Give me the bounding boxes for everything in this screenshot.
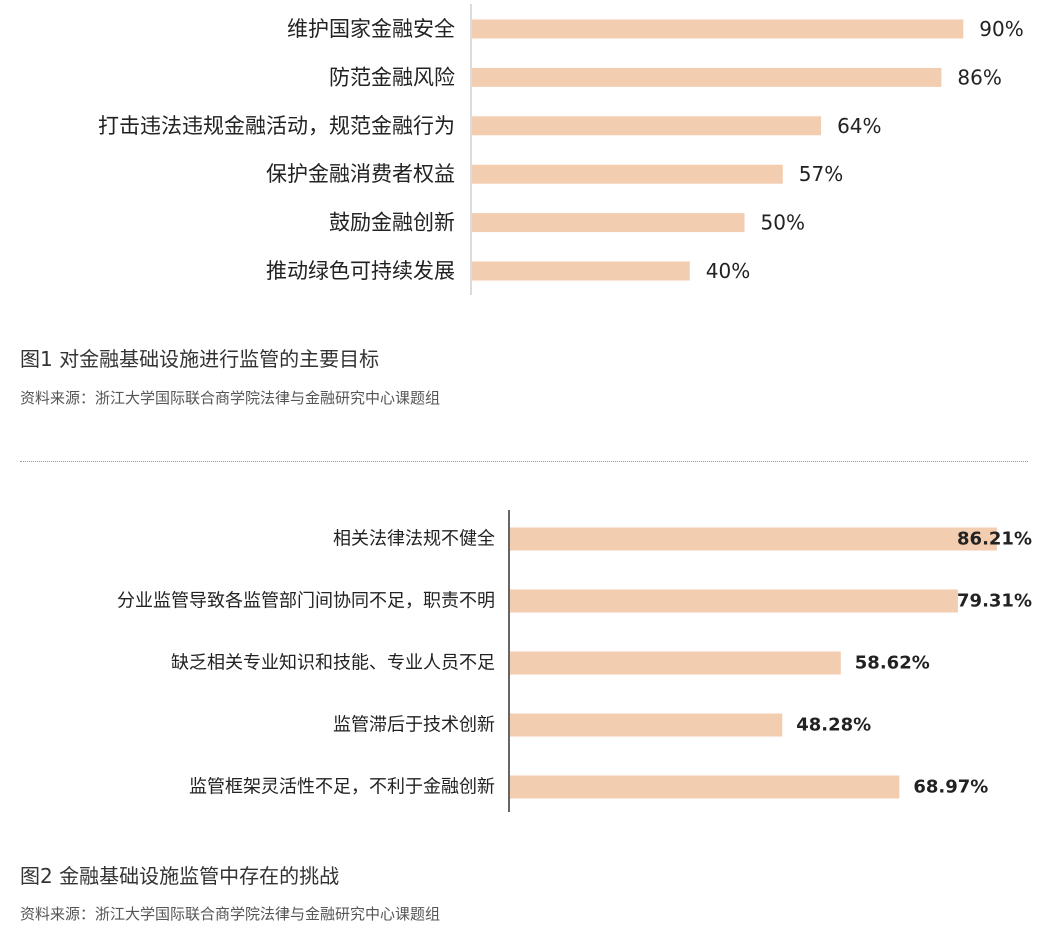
bar (510, 651, 841, 675)
category-label: 打击违法违规金融活动，规范金融行为 (98, 114, 455, 138)
chart-goals: 维护国家金融安全 90% 防范金融风险 86% 打击违法违规金融活动，规范金融行为 64%… (98, 4, 1024, 295)
category-label: 鼓励金融创新 (329, 211, 455, 235)
value-label: 90% (979, 17, 1023, 41)
category-label: 防范金融风险 (329, 65, 455, 89)
bar (472, 213, 745, 233)
bar (510, 589, 958, 613)
value-label: 64% (837, 114, 881, 138)
category-label: 保护金融消费者权益 (266, 162, 455, 186)
bar (472, 67, 942, 87)
bar (472, 164, 783, 184)
value-label: 50% (761, 211, 805, 235)
value-label: 68.97% (913, 777, 988, 798)
figure2-source: 资料来源：浙江大学国际联合商学院法律与金融研究中心课题组 (20, 905, 441, 923)
bar (510, 775, 900, 799)
category-label: 分业监管导致各监管部门间协同不足，职责不明 (117, 591, 495, 612)
figure1-source: 资料来源：浙江大学国际联合商学院法律与金融研究中心课题组 (20, 389, 441, 407)
bar (472, 261, 690, 281)
value-label: 79.31% (957, 591, 1032, 612)
value-label: 86% (957, 65, 1001, 89)
category-label: 推动绿色可持续发展 (266, 259, 455, 283)
bar (510, 713, 783, 737)
category-label: 相关法律法规不健全 (333, 529, 495, 550)
category-label: 维护国家金融安全 (287, 17, 455, 41)
chart-challenges: 相关法律法规不健全 86.21% 分业监管导致各监管部门间协同不足，职责不明 79.3… (117, 510, 1032, 812)
figure1-caption: 图1 对金融基础设施进行监管的主要目标 (20, 347, 380, 371)
bar (472, 116, 822, 136)
bar (472, 19, 964, 39)
value-label: 58.62% (855, 653, 930, 674)
value-label: 86.21% (957, 529, 1032, 550)
section-divider (20, 461, 1028, 462)
category-label: 监管框架灵活性不足，不利于金融创新 (189, 777, 495, 798)
category-label: 监管滞后于技术创新 (333, 715, 495, 736)
category-label: 缺乏相关专业知识和技能、专业人员不足 (171, 653, 495, 674)
value-label: 57% (799, 162, 843, 186)
value-label: 40% (706, 259, 750, 283)
figure2-caption: 图2 金融基础设施监管中存在的挑战 (20, 864, 340, 888)
bar (510, 527, 997, 551)
value-label: 48.28% (796, 715, 871, 736)
